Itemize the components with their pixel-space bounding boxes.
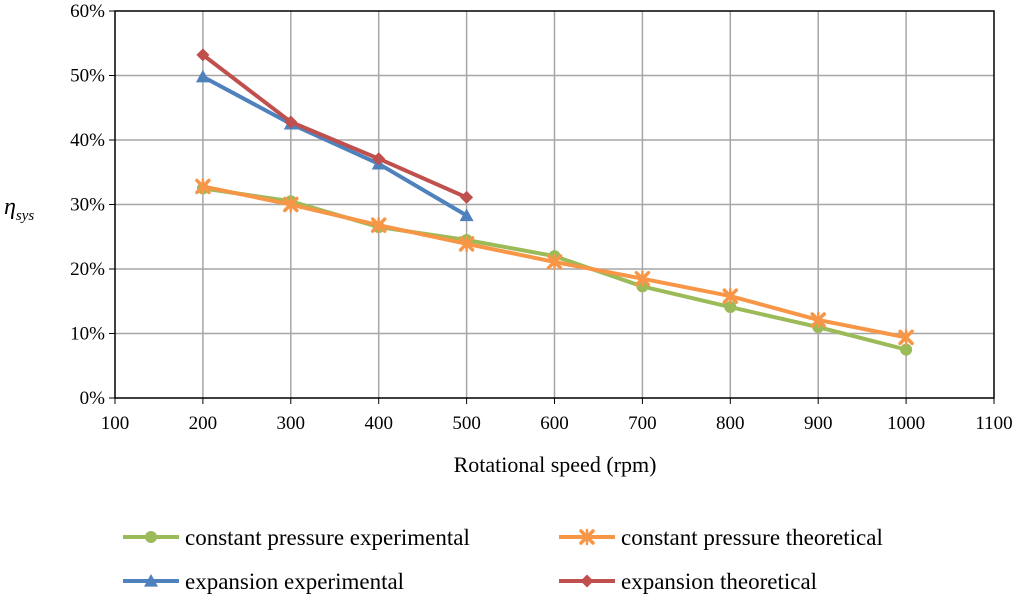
data-point-marker: [900, 343, 913, 356]
legend-label: expansion theoretical: [621, 569, 817, 594]
legend-swatch-marker: [145, 531, 157, 543]
data-point-marker: [195, 69, 210, 83]
y-tick-label: 20%: [70, 259, 105, 280]
series-line: [201, 75, 468, 218]
data-point-marker: [370, 216, 387, 234]
x-axis-label: Rotational speed (rpm): [454, 452, 657, 477]
legend-label: expansion experimental: [185, 569, 404, 594]
data-point-marker: [458, 235, 475, 253]
x-tick-label: 200: [189, 413, 218, 434]
data-point-marker: [810, 311, 826, 329]
y-axis-tick-labels: 0% 10% 20% 30% 40% 50% 60%: [70, 1, 115, 409]
data-point-marker: [722, 287, 739, 305]
legend-swatch-marker: [580, 574, 594, 588]
x-tick-label: 700: [628, 413, 657, 434]
y-axis-label: ηsys: [4, 194, 34, 224]
x-tick-label: 900: [804, 413, 833, 434]
x-tick-label: 1100: [975, 413, 1012, 434]
x-tick-label: 300: [277, 413, 306, 434]
x-axis-tick-labels: 100 200 300 400 500 600 700 800 900 1000 1100: [101, 398, 1013, 434]
data-point-marker: [195, 178, 211, 195]
y-tick-label: 10%: [70, 324, 105, 345]
series-expansion-experimental: [195, 69, 474, 222]
y-tick-label: 60%: [70, 1, 105, 22]
x-tick-label: 500: [452, 413, 481, 434]
y-tick-label: 40%: [70, 130, 105, 151]
legend-entry: constant pressure experimental: [123, 525, 470, 550]
data-point-marker: [459, 208, 474, 222]
series-line: [201, 53, 468, 200]
x-tick-label: 400: [364, 413, 393, 434]
series-expansion-theoretical: [196, 48, 474, 204]
x-tick-label: 600: [540, 413, 569, 434]
legend: constant pressure experimental constant p…: [123, 525, 883, 594]
y-axis-label-subscript: sys: [16, 208, 34, 224]
data-point-marker: [284, 115, 298, 129]
y-tick-label: 50%: [70, 66, 105, 87]
series-constant-pressure-theoretical: [195, 178, 914, 346]
data-point-marker: [898, 329, 914, 346]
legend-swatch-marker: [579, 528, 595, 546]
x-tick-label: 1000: [887, 413, 925, 434]
data-point-marker: [460, 190, 474, 204]
legend-label: constant pressure theoretical: [621, 525, 883, 550]
y-axis-label-main: η: [4, 194, 16, 220]
legend-entry: expansion experimental: [123, 569, 404, 594]
data-point-marker: [634, 270, 651, 287]
x-tick-label: 100: [101, 413, 130, 434]
data-point-marker: [546, 253, 563, 271]
x-tick-label: 800: [716, 413, 745, 434]
y-tick-label: 30%: [70, 195, 105, 216]
legend-swatch-marker: [144, 574, 158, 587]
data-point-marker: [196, 48, 210, 62]
legend-entry: expansion theoretical: [559, 569, 817, 594]
data-point-marker: [724, 301, 737, 314]
legend-label: constant pressure experimental: [185, 525, 470, 550]
data-series: [195, 48, 914, 356]
data-point-marker: [372, 152, 386, 166]
legend-entry: constant pressure theoretical: [559, 525, 883, 550]
y-tick-label: 0%: [80, 388, 106, 409]
data-point-marker: [283, 196, 299, 213]
